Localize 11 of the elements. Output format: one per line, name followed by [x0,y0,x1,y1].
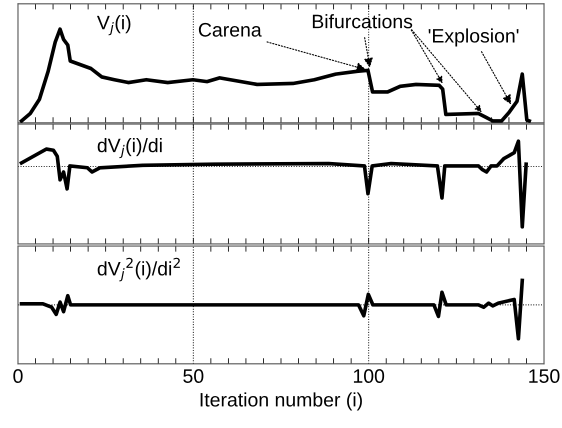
x-tick-label: 150 [529,369,560,383]
x-tick-label: 50 [183,369,204,383]
chart-title: V$_{j}$(i) [96,15,130,36]
x-axis-title: Iteration number (i) [200,392,362,410]
chart-title: dV$_{j}$$^{2}$(i)/di$^{2}$ [98,258,180,282]
annotation: 'Explosion' [428,28,518,47]
x-tick-label: 100 [354,369,384,383]
annotation: Bifurcations [312,14,412,28]
chart-title: dV$_{j}$(i)/di [98,138,162,158]
x-tick-label: 0 [13,369,23,383]
annotation: Carena [198,22,262,37]
